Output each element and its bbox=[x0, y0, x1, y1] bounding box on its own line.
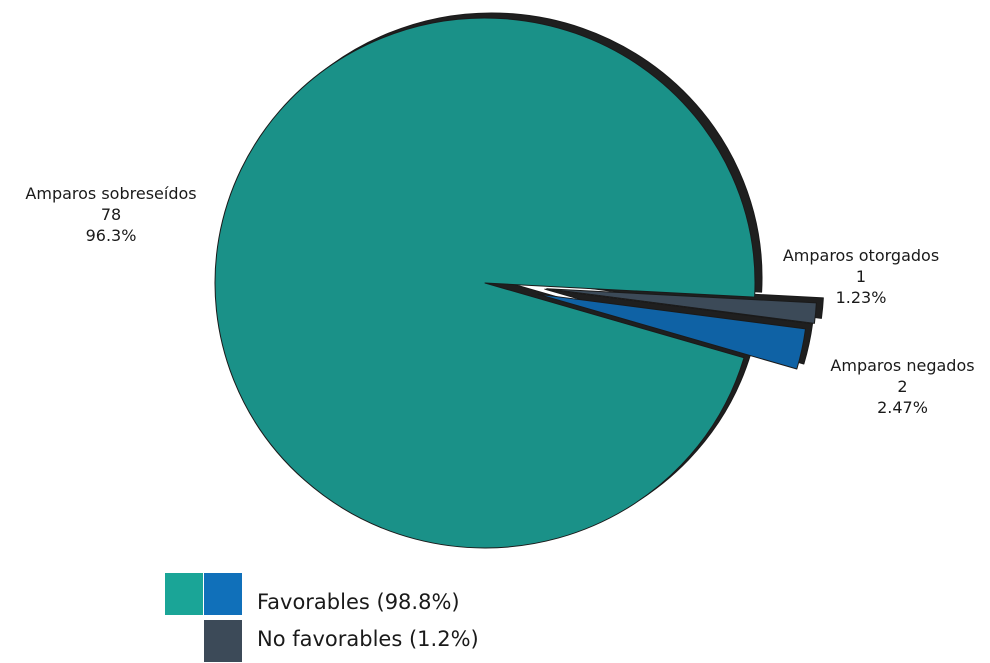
slice-amparos-otorgados bbox=[546, 288, 817, 324]
label-otorgados-name: Amparos otorgados bbox=[782, 246, 940, 265]
slice-amparos-negados bbox=[537, 293, 807, 370]
label-otorgados-count: 1 bbox=[855, 267, 867, 286]
legend-label-favorables: Favorables (98.8%) bbox=[257, 590, 460, 614]
slice-amparos-sobreseidos bbox=[214, 17, 756, 549]
legend-swatch-no-favorables bbox=[204, 620, 242, 662]
legend-label-no-favorables: No favorables (1.2%) bbox=[257, 627, 479, 651]
legend-swatch-favorables-teal bbox=[165, 573, 203, 615]
label-sobreseidos-count: 78 bbox=[100, 205, 122, 224]
label-sobreseidos-percent: 96.3% bbox=[85, 226, 137, 245]
label-sobreseidos-name: Amparos sobreseídos bbox=[25, 184, 197, 203]
label-negados-name: Amparos negados bbox=[830, 356, 975, 375]
legend-swatch-favorables-blue bbox=[204, 573, 242, 615]
label-otorgados-percent: 1.23% bbox=[835, 288, 887, 307]
label-negados-count: 2 bbox=[897, 377, 908, 396]
label-amparos-sobreseidos: Amparos sobreseídos 78 96.3% bbox=[8, 183, 214, 246]
label-negados-percent: 2.47% bbox=[877, 398, 928, 417]
label-amparos-negados: Amparos negados 2 2.47% bbox=[815, 355, 990, 418]
label-amparos-otorgados: Amparos otorgados 1 1.23% bbox=[763, 245, 959, 308]
